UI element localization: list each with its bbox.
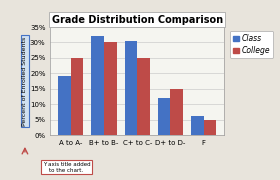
Text: Y axis title added
to the chart.: Y axis title added to the chart. (43, 162, 90, 173)
Bar (58, 76, 71, 135)
Legend: Class, College: Class, College (230, 31, 274, 58)
Title: Grade Distribution Comparison: Grade Distribution Comparison (52, 15, 223, 25)
Bar (104, 42, 117, 135)
Bar (158, 98, 170, 135)
Bar (137, 58, 150, 135)
Bar (191, 116, 204, 135)
Y-axis label: Percent of Enrolled Students: Percent of Enrolled Students (22, 36, 27, 126)
Bar (204, 120, 216, 135)
Bar (125, 41, 137, 135)
Bar (71, 58, 83, 135)
Bar (92, 36, 104, 135)
Bar (170, 89, 183, 135)
